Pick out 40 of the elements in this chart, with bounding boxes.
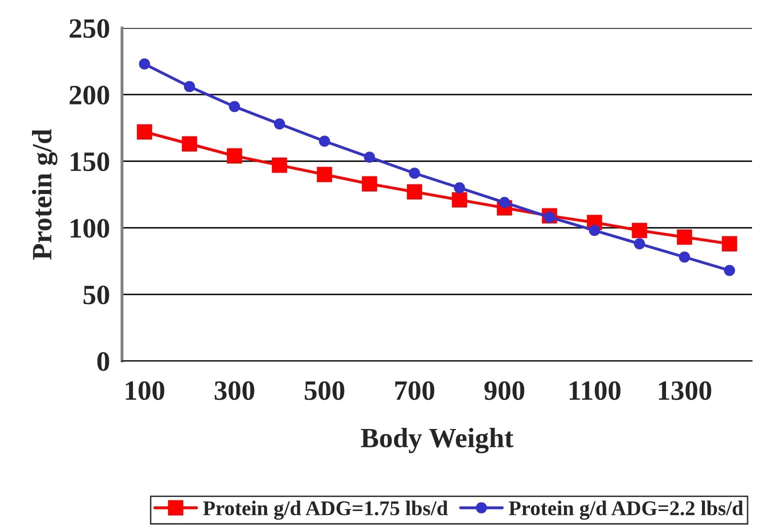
point <box>724 264 736 276</box>
y-tick-label: 150 <box>70 152 110 172</box>
y-tick-label: 200 <box>70 86 110 105</box>
y-axis-title: Protein g/d <box>32 129 58 260</box>
point <box>226 148 242 164</box>
legend-label: Protein g/d ADG=2.2 lbs/d <box>508 500 744 520</box>
point <box>138 58 150 70</box>
point <box>454 182 466 194</box>
x-tick-label: 300 <box>214 381 254 400</box>
x-tick-label: 900 <box>484 381 524 400</box>
point <box>634 238 646 250</box>
point <box>452 192 468 208</box>
point <box>274 118 286 130</box>
y-tick-label: 0 <box>97 352 110 371</box>
point <box>588 224 600 236</box>
point <box>318 136 330 147</box>
point <box>184 81 196 92</box>
point <box>408 168 420 179</box>
x-tick-label: 500 <box>304 381 344 400</box>
point <box>362 176 378 192</box>
y-tick-label: 50 <box>84 286 110 304</box>
point <box>722 236 738 252</box>
y-tick-label: 100 <box>70 218 110 238</box>
point <box>182 136 198 152</box>
point <box>406 184 422 200</box>
point <box>316 166 332 182</box>
x-tick-label: 700 <box>395 381 434 400</box>
x-tick-label: 100 <box>126 381 164 400</box>
point <box>364 152 376 163</box>
point <box>272 158 288 173</box>
point <box>632 222 648 238</box>
x-tick-label: 1100 <box>570 381 620 400</box>
x-axis-title: Body Weight <box>360 428 514 454</box>
legend-label: Protein g/d ADG=1.75 lbs/d <box>203 500 448 520</box>
point <box>228 101 240 112</box>
point <box>678 252 690 263</box>
point <box>136 124 152 140</box>
x-tick-label: 1300 <box>658 381 712 400</box>
y-tick-label: 250 <box>70 19 110 38</box>
point <box>676 229 692 245</box>
